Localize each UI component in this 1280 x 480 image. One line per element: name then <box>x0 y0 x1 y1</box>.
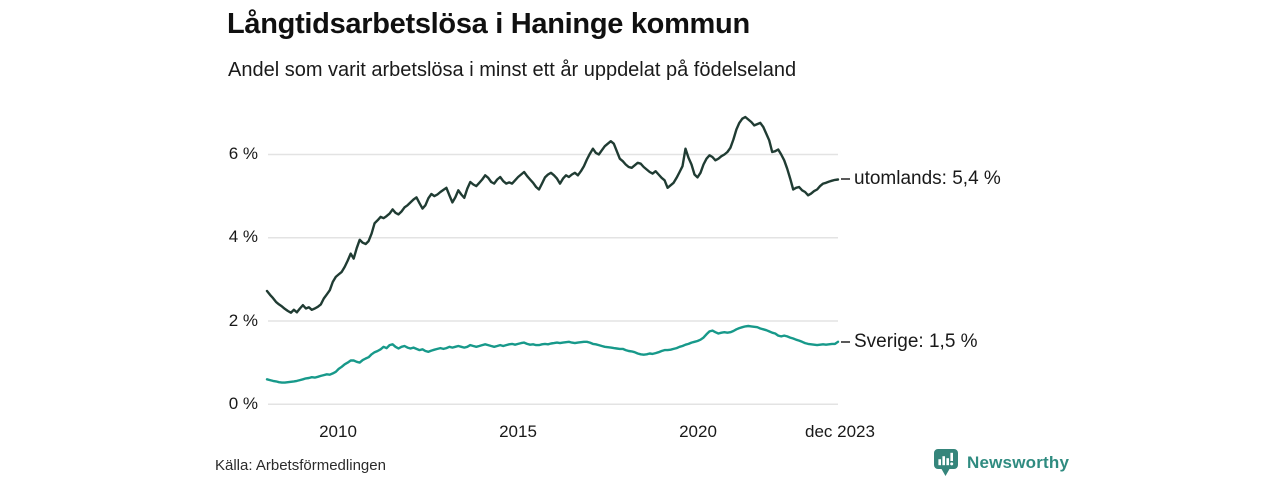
series-line-utomlands <box>265 115 840 314</box>
series-label-sverige: Sverige: 1,5 % <box>841 330 978 354</box>
series-label-utomlands: utomlands: 5,4 % <box>841 167 1001 191</box>
newsworthy-logo-icon <box>934 449 958 476</box>
chart-subtitle: Andel som varit arbetslösa i minst ett å… <box>228 59 797 81</box>
annotation-dash <box>841 178 850 181</box>
y-axis-tick-label: 0 % <box>228 394 258 413</box>
x-axis-tick-label: 2020 <box>679 422 717 441</box>
chart-title: Långtidsarbetslösa i Haninge kommun <box>227 8 750 40</box>
y-axis-tick-label: 4 % <box>228 227 258 246</box>
y-axis-tick-label: 6 % <box>228 144 258 163</box>
x-axis-tick-label: dec 2023 <box>805 422 875 441</box>
y-axis-tick-label: 2 % <box>228 311 258 330</box>
x-axis-tick-label: 2010 <box>319 422 357 441</box>
x-axis-tick-label: 2015 <box>499 422 537 441</box>
source-note: Källa: Arbetsförmedlingen <box>215 457 386 474</box>
newsworthy-logo-text: Newsworthy <box>967 452 1070 472</box>
series-line-Sverige <box>265 324 840 384</box>
newsworthy-branding: Newsworthy <box>933 448 1069 477</box>
annotation-dash <box>841 340 850 343</box>
